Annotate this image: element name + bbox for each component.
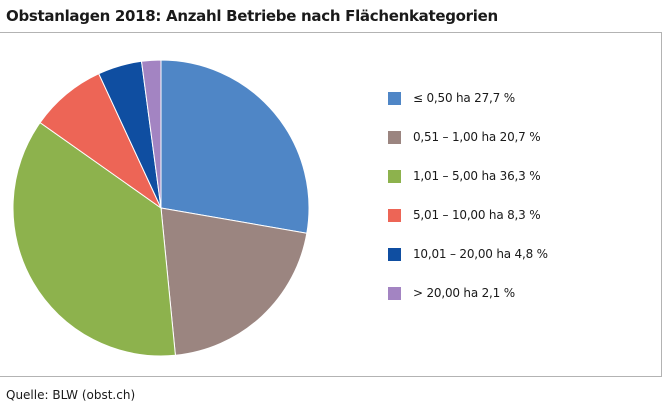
legend-item-6: > 20,00 ha 2,1 % (388, 286, 515, 300)
pie-slice-3 (12, 121, 176, 357)
source-note: Quelle: BLW (obst.ch) (6, 388, 136, 402)
legend-label-5: 10,01 – 20,00 ha 4,8 % (413, 247, 548, 261)
legend-swatch-2 (388, 130, 401, 144)
legend-swatch-4 (388, 208, 401, 222)
legend-label-4: 5,01 – 10,00 ha 8,3 % (413, 208, 541, 222)
legend-label-1: ≤ 0,50 ha 27,7 % (413, 91, 515, 105)
pie-slice-6 (140, 59, 162, 209)
legend-swatch-1 (388, 91, 401, 105)
legend-label-3: 1,01 – 5,00 ha 36,3 % (413, 169, 541, 183)
legend-item-3: 1,01 – 5,00 ha 36,3 % (388, 169, 541, 183)
legend-item-4: 5,01 – 10,00 ha 8,3 % (388, 208, 541, 222)
legend-item-2: 0,51 – 1,00 ha 20,7 % (388, 130, 541, 144)
pie-slice-1 (160, 59, 310, 234)
legend-item-1: ≤ 0,50 ha 27,7 % (388, 91, 515, 105)
chart-frame: ≤ 0,50 ha 27,7 % 0,51 – 1,00 ha 20,7 % 1,0… (0, 32, 662, 377)
legend-swatch-3 (388, 169, 401, 183)
pie-slice-2 (160, 207, 308, 356)
legend-label-6: > 20,00 ha 2,1 % (413, 286, 515, 300)
chart-title: Obstanlagen 2018: Anzahl Betriebe nach F… (6, 7, 498, 25)
legend-swatch-5 (388, 247, 401, 261)
pie-chart (12, 59, 310, 357)
legend-item-5: 10,01 – 20,00 ha 4,8 % (388, 247, 548, 261)
legend-swatch-6 (388, 286, 401, 300)
legend-label-2: 0,51 – 1,00 ha 20,7 % (413, 130, 541, 144)
